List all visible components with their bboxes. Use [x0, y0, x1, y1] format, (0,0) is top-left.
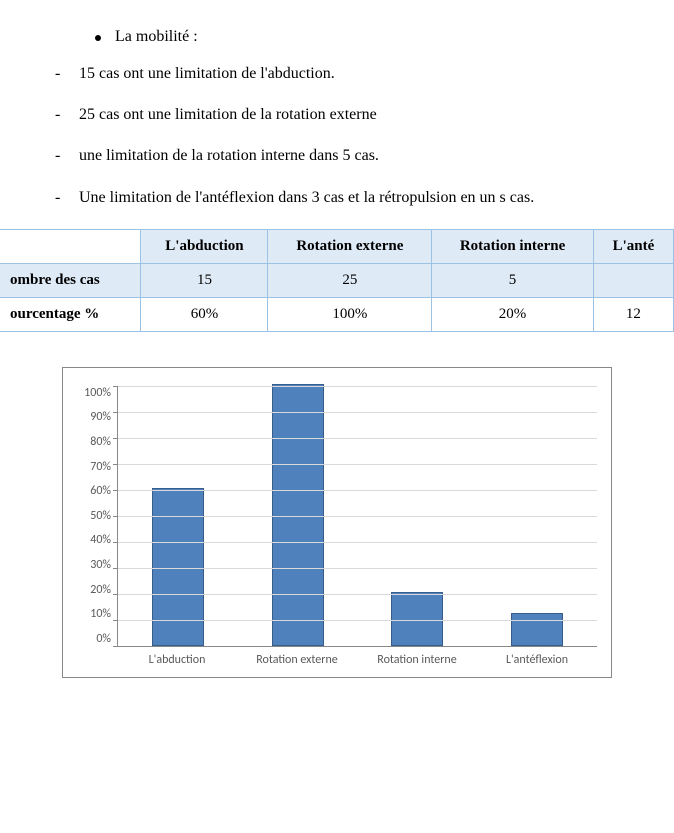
row-header-count: ombre des cas	[0, 263, 141, 297]
list-text: une limitation de la rotation interne da…	[79, 142, 379, 169]
table-cell: 12	[593, 297, 673, 331]
ytick	[113, 594, 118, 595]
list-item: - 25 cas ont une limitation de la rotati…	[55, 101, 674, 128]
ytick-label: 20%	[90, 583, 111, 597]
x-axis-labels: L'abduction Rotation externe Rotation in…	[117, 653, 597, 667]
table-cell: 20%	[432, 297, 594, 331]
bar	[272, 384, 324, 646]
dash-icon: -	[55, 101, 65, 128]
gridline	[118, 568, 597, 569]
ytick-label: 10%	[90, 607, 111, 621]
ytick-label: 30%	[90, 558, 111, 572]
col-header: Rotation externe	[268, 229, 432, 263]
xtick-label: L'abduction	[122, 653, 232, 667]
bar-chart: 100% 90% 80% 70% 60% 50% 40% 30% 20% 10%…	[62, 367, 612, 678]
list-item: - une limitation de la rotation interne …	[55, 142, 674, 169]
bullet-line: La mobilité :	[95, 28, 674, 46]
list-item: - 15 cas ont une limitation de l'abducti…	[55, 60, 674, 87]
ytick-label: 0%	[96, 632, 111, 646]
bar	[391, 592, 443, 646]
ytick	[113, 438, 118, 439]
ytick-label: 70%	[90, 460, 111, 474]
gridline	[118, 412, 597, 413]
plot-wrap: 100% 90% 80% 70% 60% 50% 40% 30% 20% 10%…	[77, 386, 597, 647]
dash-icon: -	[55, 184, 65, 211]
y-axis: 100% 90% 80% 70% 60% 50% 40% 30% 20% 10%…	[77, 386, 117, 647]
xtick-label: Rotation externe	[242, 653, 352, 667]
table-cell: 60%	[141, 297, 268, 331]
ytick-label: 60%	[90, 484, 111, 498]
bar	[511, 613, 563, 646]
data-table: L'abduction Rotation externe Rotation in…	[0, 229, 674, 332]
ytick	[113, 412, 118, 413]
bullet-text: La mobilité :	[115, 28, 198, 46]
gridline	[118, 594, 597, 595]
page: La mobilité : - 15 cas ont une limitatio…	[0, 0, 674, 698]
col-header: L'abduction	[141, 229, 268, 263]
xtick-label: L'antéflexion	[482, 653, 592, 667]
ytick-label: 90%	[90, 410, 111, 424]
table-cell	[593, 263, 673, 297]
list-item: - Une limitation de l'antéflexion dans 3…	[55, 184, 674, 211]
row-header-pct: ourcentage %	[0, 297, 141, 331]
gridline	[118, 542, 597, 543]
ytick	[113, 464, 118, 465]
col-header: L'anté	[593, 229, 673, 263]
ytick	[113, 516, 118, 517]
plot-area	[117, 386, 597, 647]
col-header: Rotation interne	[432, 229, 594, 263]
table-cell: 100%	[268, 297, 432, 331]
ytick	[113, 620, 118, 621]
y-axis-labels: 100% 90% 80% 70% 60% 50% 40% 30% 20% 10%…	[77, 386, 117, 646]
list-text: 15 cas ont une limitation de l'abduction…	[79, 60, 335, 87]
ytick-label: 50%	[90, 509, 111, 523]
table-corner	[0, 229, 141, 263]
ytick	[113, 490, 118, 491]
ytick-label: 80%	[90, 435, 111, 449]
gridline	[118, 490, 597, 491]
gridline	[118, 620, 597, 621]
gridline	[118, 516, 597, 517]
list-text: 25 cas ont une limitation de la rotation…	[79, 101, 377, 128]
gridline	[118, 464, 597, 465]
ytick	[113, 542, 118, 543]
gridline	[118, 386, 597, 387]
table-cell: 25	[268, 263, 432, 297]
table-cell: 15	[141, 263, 268, 297]
ytick-label: 40%	[90, 533, 111, 547]
ytick-label: 100%	[84, 386, 111, 400]
gridline	[118, 438, 597, 439]
table-cell: 5	[432, 263, 594, 297]
dash-icon: -	[55, 142, 65, 169]
dash-icon: -	[55, 60, 65, 87]
bullet-icon	[95, 35, 101, 41]
ytick	[113, 568, 118, 569]
xtick-label: Rotation interne	[362, 653, 472, 667]
list-text: Une limitation de l'antéflexion dans 3 c…	[79, 184, 534, 211]
ytick	[113, 386, 118, 387]
ytick	[113, 646, 118, 647]
bar	[152, 488, 204, 646]
